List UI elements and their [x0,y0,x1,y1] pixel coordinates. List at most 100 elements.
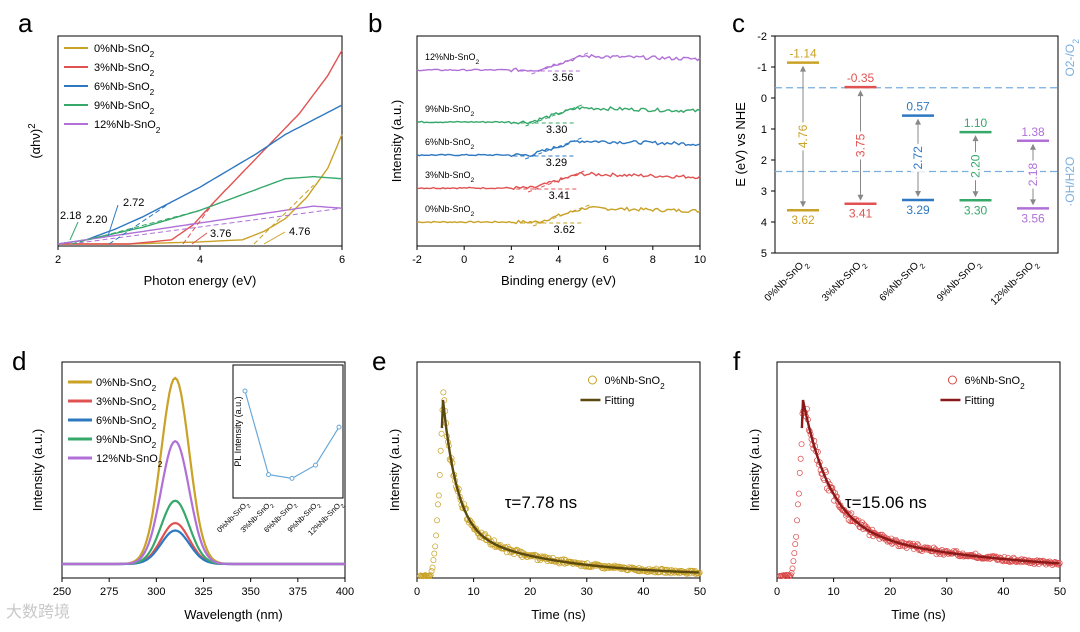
series-label: 12%Nb-SnO2 [425,52,480,66]
y-axis-label: (αhν)2 [27,123,44,158]
annotation-arrow [191,232,208,245]
x-tick-label: 20 [884,586,896,598]
panel-label-c: c [732,8,745,38]
x-tick-label: 4 [197,254,203,266]
data-point [783,573,790,579]
series-line [417,106,701,125]
legend-label: 6%Nb-SnO2 [964,375,1025,391]
tangent-line [108,201,172,245]
data-point [798,441,805,448]
category-label: 0%Nb-SnO2 [763,257,812,306]
arrow-head [915,190,921,197]
gap-value: 2.20 [969,154,983,178]
data-point [435,492,442,499]
gap-bg [796,122,810,151]
y-tick-label: 1 [761,124,767,136]
x-axis-label: Wavelength (nm) [184,607,283,622]
data-point [788,570,795,576]
data-point [790,558,797,565]
onset-annotation: 3.30 [546,124,567,136]
legend-marker [587,375,597,385]
series-label: 3%Nb-SnO2 [425,170,475,184]
arrow-head [800,65,806,72]
series-line [416,53,701,73]
series-line [57,205,343,245]
tangent-line [525,136,585,160]
chart-e: 0 10 20 30 40 50 Time (ns) Intensity (a.u.) 0%Nb… [387,361,706,622]
gap-value: 3.75 [854,133,868,157]
y-axis-label: E (eV) vs NHE [733,102,748,187]
inset-point [289,475,295,481]
x-tick-label: 275 [100,586,118,598]
y-axis-label: Intensity (a.u.) [30,429,45,511]
gap-bg [1026,160,1040,189]
data-point [794,501,801,508]
arrow-head [857,90,864,97]
panel-label-e: e [372,346,386,376]
x-tick-label: 10 [694,254,706,266]
x-tick-label: 400 [336,586,354,598]
inset-point [336,424,342,430]
chart-a: 2 4 6 Photon energy (eV) (αhν)2 0%Nb-SnO2 3%Nb… [27,35,345,288]
x-tick-label: 2 [55,254,61,266]
data-point [794,517,800,524]
x-tick-label: 350 [241,586,259,598]
onset-annotation: 3.76 [210,228,231,240]
annotation-arrow [107,204,119,237]
data-point [428,568,435,575]
x-tick-label: 8 [650,254,656,266]
legend-label: 12%Nb-SnO2 [94,119,161,135]
panel-label-b: b [368,8,382,38]
x-tick-label: 375 [289,586,307,598]
data-point [841,507,848,513]
gap-bg [853,131,868,160]
series-line [62,521,345,566]
fit-line [800,399,1059,565]
legend-marker [947,375,957,385]
vb-value: 3.29 [906,203,930,217]
chart-f: 0 10 20 30 40 50 Time (ns) Intensity (a.u.) 6%Nb… [747,361,1066,622]
data-point [427,571,434,578]
legend-label: Fitting [964,395,994,407]
cb-value: -0.35 [847,71,875,85]
tangent-line [72,209,201,245]
inset-frame [232,364,344,499]
chart-b: -2 0 2 4 6 8 10 Binding energy (eV) Intensity (a… [389,35,706,288]
x-tick-label: 30 [581,586,593,598]
x-tick-label: 10 [467,586,479,598]
data-point [433,532,440,539]
onset-annotation: 3.56 [552,72,573,84]
axes-frame [774,35,1059,254]
tangent-line [527,169,588,193]
data-point [796,469,803,476]
x-tick-label: 4 [555,254,561,266]
arrow-head [857,194,864,201]
tangent-line [182,201,215,245]
cb-value: -1.14 [789,47,817,61]
legend-label: 0%Nb-SnO2 [604,375,665,391]
gap-bg [968,152,983,181]
inset-point [313,462,318,468]
vb-value: 3.62 [791,213,815,227]
chart-d: 250 275 300 325 350 375 400 Wavelength (nm) Inte… [30,361,354,622]
data-point [789,565,796,572]
data-point [440,389,447,396]
x-tick-label: 6 [603,254,609,266]
legend-label: 3%Nb-SnO2 [94,62,155,78]
y-axis-label: Intensity (a.u.) [747,429,762,511]
series-line [58,49,343,245]
vb-value: 3.30 [964,203,988,217]
onset-annotation: 3.29 [546,157,567,169]
vb-value: 3.56 [1021,211,1045,225]
x-tick-label: 50 [1054,586,1066,598]
x-tick-label: 20 [524,586,536,598]
data-point [437,447,444,454]
x-axis-label: Time (ns) [531,607,585,622]
data-point [862,525,869,532]
legend-label: 9%Nb-SnO2 [94,100,155,116]
tau-annotation: τ=15.06 ns [845,493,927,512]
gap-value: 2.18 [1026,163,1040,187]
onset-annotation: 2.18 [60,210,81,222]
data-point [795,490,802,497]
